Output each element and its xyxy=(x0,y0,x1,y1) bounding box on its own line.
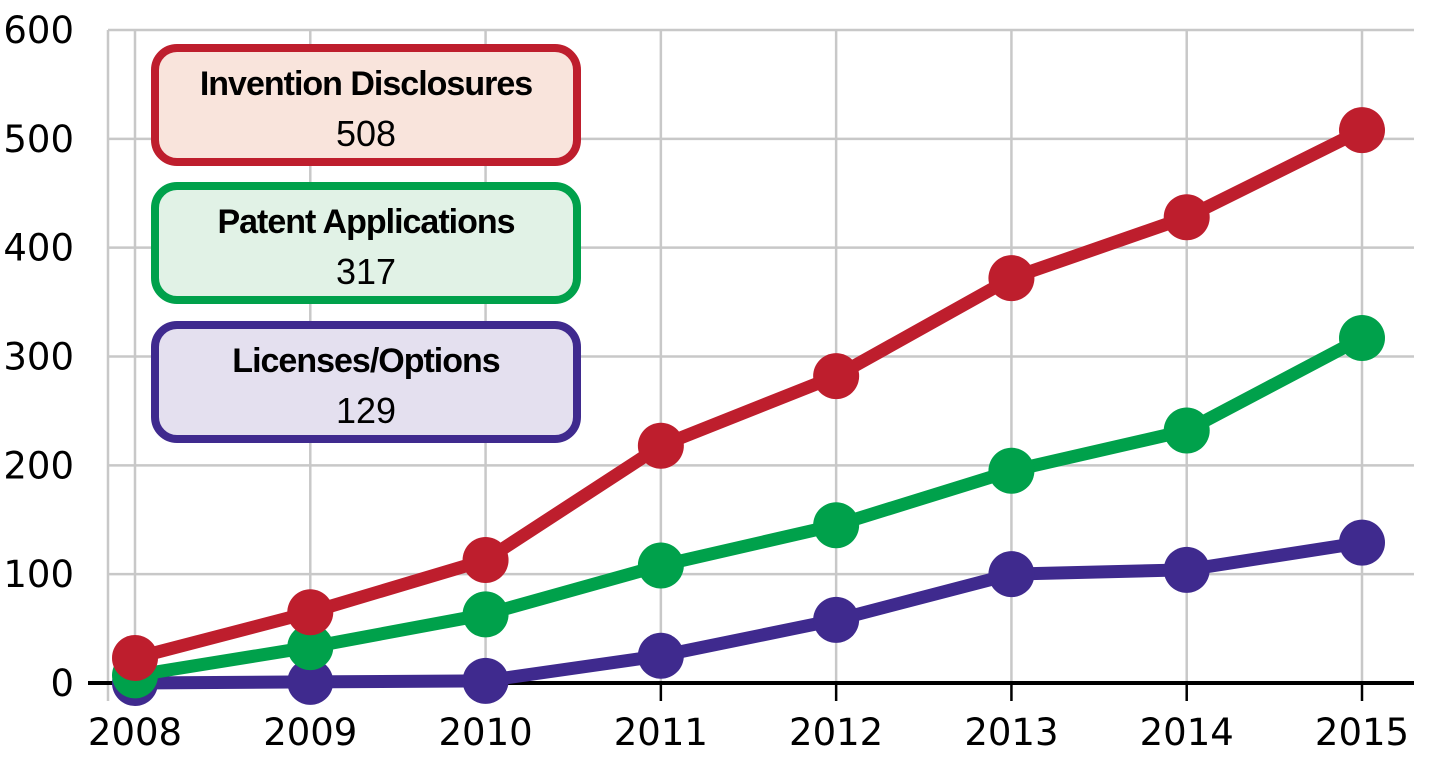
legend-value: 508 xyxy=(336,113,396,154)
y-tick-label: 200 xyxy=(3,444,74,487)
data-point xyxy=(287,589,334,636)
y-tick-label: 100 xyxy=(3,553,74,596)
legend-value: 129 xyxy=(336,390,396,431)
y-tick-label: 600 xyxy=(3,9,74,52)
data-point xyxy=(462,657,509,704)
legend-label: Patent Applications xyxy=(217,203,514,241)
data-point xyxy=(637,422,684,469)
x-tick-label: 2014 xyxy=(1140,711,1234,754)
x-tick-label: 2015 xyxy=(1315,711,1409,754)
data-point xyxy=(813,596,860,643)
x-tick-label: 2009 xyxy=(263,711,357,754)
series-1 xyxy=(112,314,1385,699)
legend-box xyxy=(151,182,581,304)
data-point xyxy=(1339,314,1385,361)
data-point xyxy=(462,537,509,584)
data-point xyxy=(287,658,334,705)
series-group xyxy=(112,107,1385,706)
legend: Invention Disclosures 508 Patent Applicati… xyxy=(151,44,581,443)
data-point xyxy=(1163,407,1210,454)
series-0 xyxy=(112,107,1385,681)
data-point xyxy=(1339,107,1385,154)
y-tick-label: 0 xyxy=(50,662,74,705)
data-point xyxy=(1339,519,1385,566)
x-tick-label: 2012 xyxy=(789,711,883,754)
series-line xyxy=(133,124,1365,665)
y-tick-label: 300 xyxy=(3,336,74,379)
legend-label: Invention Disclosures xyxy=(200,65,532,103)
y-tick-label: 500 xyxy=(3,118,74,161)
legend-item: Invention Disclosures 508 xyxy=(151,44,581,166)
data-point xyxy=(988,447,1035,494)
y-axis: 0 100 200 300 400 500 600 xyxy=(3,9,74,705)
legend-box xyxy=(151,44,581,166)
x-tick-label: 2010 xyxy=(438,711,532,754)
data-point xyxy=(637,542,684,589)
x-tick-label: 2011 xyxy=(614,711,708,754)
data-point xyxy=(462,591,509,638)
data-point xyxy=(287,624,334,671)
data-point xyxy=(1163,546,1210,593)
data-point xyxy=(813,502,860,549)
legend-box xyxy=(151,321,581,443)
series-line xyxy=(134,536,1363,690)
x-axis: 2008 2009 2010 2011 2012 2013 2014 2015 xyxy=(88,681,1414,754)
legend-label: Licenses/Options xyxy=(232,342,499,380)
series-line xyxy=(133,332,1366,682)
data-point xyxy=(1163,194,1210,241)
data-point xyxy=(988,551,1035,598)
legend-item: Patent Applications 317 xyxy=(151,182,581,304)
legend-item: Licenses/Options 129 xyxy=(151,321,581,443)
legend-value: 317 xyxy=(336,251,396,292)
x-tick-label: 2013 xyxy=(964,711,1058,754)
data-point xyxy=(813,353,860,400)
data-point xyxy=(988,255,1035,302)
y-tick-label: 400 xyxy=(3,227,74,270)
data-point xyxy=(637,632,684,679)
data-point xyxy=(112,634,158,681)
x-tick-label: 2008 xyxy=(88,711,182,754)
